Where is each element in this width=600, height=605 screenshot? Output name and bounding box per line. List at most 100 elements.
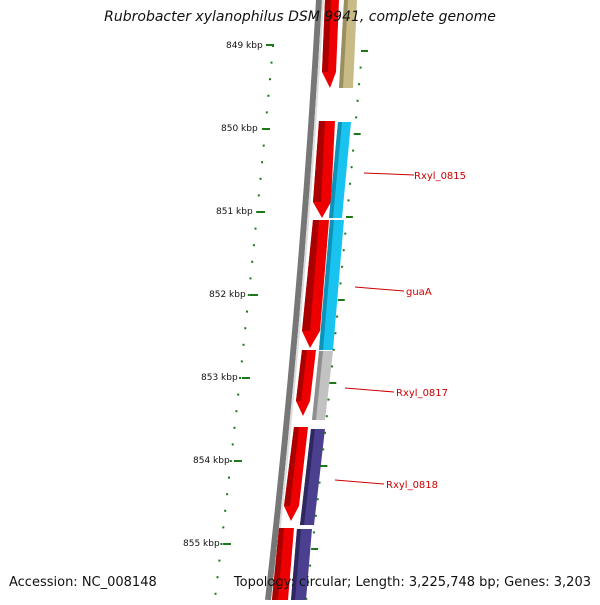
gene-label-guaA[interactable]: guaA	[406, 287, 432, 298]
ruler-minor-tick	[242, 343, 245, 346]
ruler-label-851: 851 kbp	[216, 207, 253, 217]
map-title: Rubrobacter xylanophilus DSM 9941, compl…	[104, 9, 496, 25]
gene-block-olive[interactable]	[339, 0, 357, 88]
gene-block-rxyl-0815[interactable]	[329, 122, 351, 218]
ruler-minor-tick	[218, 559, 221, 562]
ruler-minor-tick	[229, 460, 232, 462]
ruler-minor-tick	[261, 161, 264, 164]
ruler-minor-tick	[214, 592, 217, 595]
gene-label-rxyl-0815[interactable]: Rxyl_0815	[414, 171, 466, 182]
cds-feature[interactable]	[284, 427, 308, 521]
right-ruler-tick	[349, 182, 352, 185]
right-ruler-tick	[307, 581, 310, 584]
ruler-label-854: 854 kbp	[193, 456, 230, 466]
cds-feature[interactable]	[322, 0, 339, 88]
cds-track	[272, 0, 339, 600]
ruler-minor-tick	[226, 493, 229, 496]
ruler-tick-853: 853 kbp	[201, 373, 250, 383]
ruler-tick-854: 854 kbp	[193, 456, 242, 466]
ruler-tick-849: 849 kbp	[226, 41, 274, 51]
ruler-minor-tick	[267, 94, 270, 97]
ruler-label-853: 853 kbp	[201, 373, 238, 383]
right-ruler-tick	[355, 116, 358, 119]
ruler-minor-tick	[228, 476, 230, 479]
gene-track	[291, 0, 357, 600]
gene-label-rxyl-0818[interactable]: Rxyl_0818	[386, 480, 438, 491]
gene-block-guaA[interactable]	[319, 220, 344, 350]
right-ruler-tick	[339, 282, 342, 285]
ruler-minor-tick	[237, 393, 240, 396]
right-ruler-tick	[305, 597, 308, 600]
right-ruler-tick	[347, 199, 350, 202]
gene-block-purple-bottom[interactable]	[291, 529, 312, 600]
ruler-minor-tick	[235, 410, 238, 413]
ruler-minor-tick	[240, 360, 243, 363]
gene-block-rxyl-0818[interactable]	[300, 429, 325, 525]
right-ruler-tick	[324, 431, 326, 434]
right-ruler-tick	[342, 249, 345, 252]
ruler-minor-tick	[257, 194, 260, 197]
ruler-minor-tick	[252, 244, 255, 247]
ruler-minor-tick	[247, 294, 250, 296]
right-ruler-tick	[331, 365, 333, 368]
right-ruler-tick	[345, 216, 353, 218]
right-ruler-tick	[353, 133, 361, 135]
right-ruler-tick	[309, 564, 312, 567]
right-ruler-tick	[322, 448, 325, 451]
right-ruler-tick	[332, 348, 335, 351]
gene-block-rxyl-0817[interactable]	[312, 351, 333, 420]
ruler-minor-tick	[249, 277, 252, 280]
ruler-minor-tick	[251, 260, 254, 263]
right-ruler-tick	[361, 50, 368, 52]
ruler-label-855: 855 kbp	[183, 539, 220, 549]
ruler-minor-tick	[265, 111, 268, 114]
ruler-minor-tick	[222, 526, 225, 529]
right-ruler-tick	[314, 514, 317, 517]
right-ruler-tick	[344, 232, 347, 235]
genome-backbone	[265, 0, 322, 601]
cds-feature[interactable]	[313, 121, 335, 218]
ruler-minor-tick	[216, 576, 219, 579]
ruler-minor-tick	[233, 426, 236, 429]
accession-text: Accession: NC_008148	[9, 575, 157, 590]
ruler-minor-ticks	[214, 45, 274, 595]
ruler-label-849: 849 kbp	[226, 41, 263, 51]
right-ruler-tick	[312, 531, 315, 534]
ruler-minor-tick	[270, 61, 273, 64]
right-ruler-ticks	[305, 50, 368, 600]
cds-feature[interactable]	[302, 220, 329, 348]
ruler-tick-855: 855 kbp	[183, 539, 231, 549]
ruler-tick-852: 852 kbp	[209, 290, 258, 300]
ruler-major-ticks: 849 kbp 850 kbp 851 kbp 852 kbp 853 kbp …	[183, 41, 274, 549]
right-ruler-tick	[336, 315, 339, 318]
right-ruler-tick	[329, 382, 337, 384]
right-ruler-tick	[316, 498, 319, 501]
right-ruler-tick	[318, 481, 321, 484]
cds-feature[interactable]	[272, 528, 294, 600]
ruler-minor-tick	[254, 227, 257, 230]
genome-backbone-highlight	[271, 0, 324, 601]
ruler-label-852: 852 kbp	[209, 290, 246, 300]
ruler-minor-tick	[220, 543, 223, 545]
right-ruler-tick	[350, 166, 353, 169]
right-ruler-tick	[334, 332, 337, 335]
ruler-minor-tick	[239, 377, 241, 379]
right-ruler-tick	[311, 548, 319, 550]
gene-label-rxyl-0817[interactable]: Rxyl_0817	[396, 388, 448, 399]
ruler-minor-tick	[262, 144, 265, 147]
right-ruler-tick	[337, 299, 345, 301]
right-ruler-tick	[325, 415, 328, 418]
ruler-minor-tick	[244, 327, 247, 330]
ruler-tick-850: 850 kbp	[221, 124, 270, 134]
ruler-label-850: 850 kbp	[221, 124, 258, 134]
right-ruler-tick	[358, 83, 361, 86]
topology-text: Topology: circular; Length: 3,225,748 bp…	[233, 575, 591, 590]
right-ruler-tick	[341, 265, 344, 268]
ruler-minor-tick	[224, 509, 227, 512]
ruler-minor-tick	[231, 443, 234, 446]
ruler-tick-851: 851 kbp	[216, 207, 265, 217]
ruler-minor-tick	[246, 310, 248, 313]
cds-feature[interactable]	[296, 350, 316, 416]
